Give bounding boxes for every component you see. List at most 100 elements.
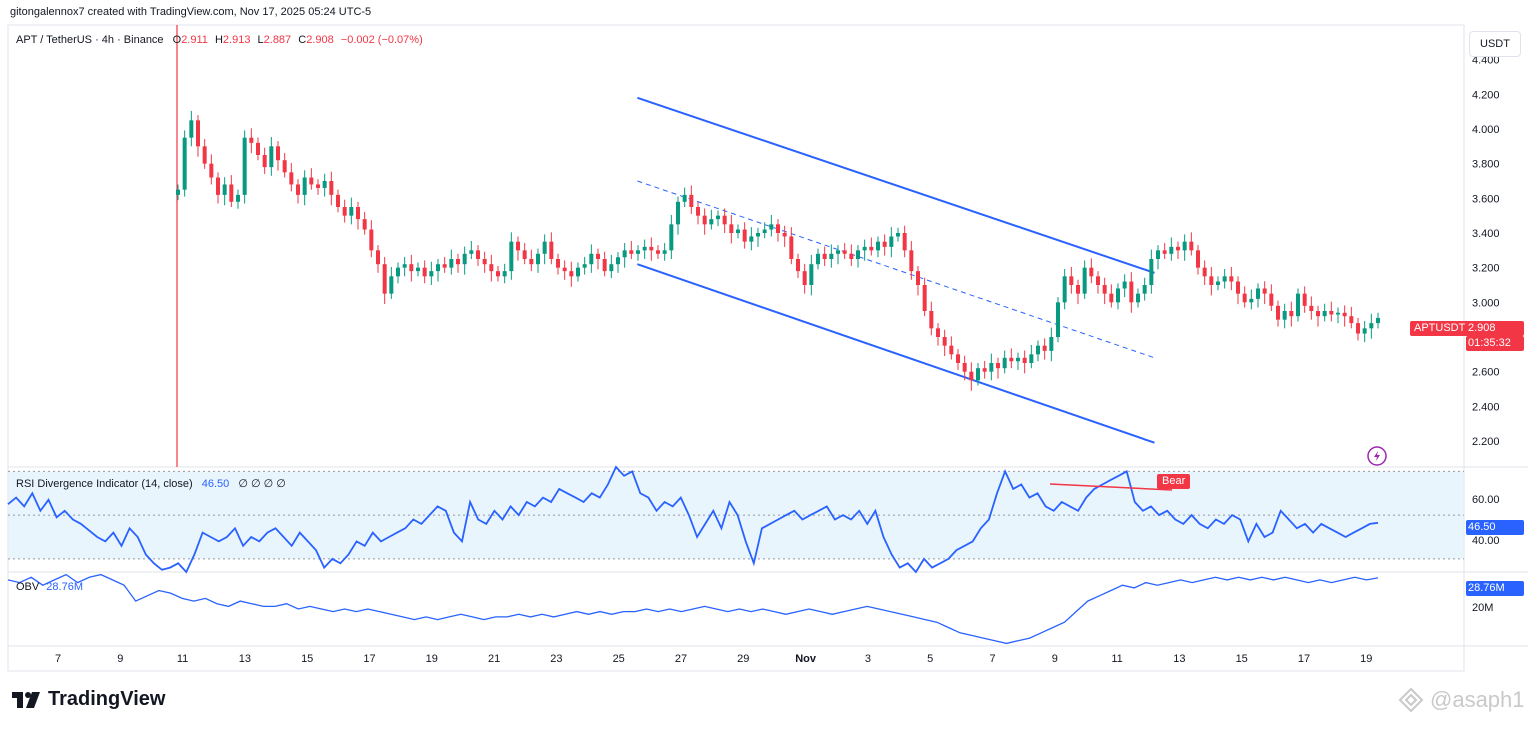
header-credit: gitongalennox7 created with TradingView.… — [10, 6, 372, 18]
rsi-value: 46.50 — [201, 478, 230, 490]
candle-body — [862, 246, 867, 251]
alert-flash-icon — [1367, 446, 1387, 466]
candle-body — [536, 253, 540, 265]
candle-body — [1049, 337, 1054, 351]
candle-body — [1182, 241, 1187, 251]
candle-body — [1016, 357, 1020, 362]
candle-body — [1096, 276, 1100, 285]
symbol-legend[interactable]: APT / TetherUS · 4h · Binance O2.911 H2.… — [16, 34, 423, 46]
time-tick-label: 11 — [1111, 653, 1122, 665]
candle-body — [1056, 302, 1060, 337]
candle-body — [1002, 357, 1007, 369]
price-tick-label: 3.800 — [1472, 159, 1500, 171]
candle-body — [582, 264, 587, 268]
price-tick-label: 4.400 — [1472, 55, 1500, 67]
high-label: H — [214, 34, 223, 46]
candle-body — [256, 142, 260, 155]
candle-body — [1082, 267, 1087, 294]
rsi-band — [8, 471, 1464, 559]
candle-body — [482, 259, 487, 265]
open-value: 2.911 — [181, 34, 208, 46]
candle-body — [1062, 276, 1067, 303]
candle-body — [789, 236, 794, 259]
price-tick-label: 3.200 — [1472, 263, 1500, 275]
channel-upper-line — [637, 96, 1155, 274]
candle-body — [302, 177, 307, 195]
candle-body — [496, 271, 500, 277]
candle-body — [562, 267, 567, 272]
candle-body — [916, 271, 920, 285]
candle-body — [1129, 281, 1134, 303]
obv-legend[interactable]: OBV 28.76M — [16, 581, 83, 593]
diamond-icon — [1398, 687, 1424, 713]
candle-body — [729, 224, 734, 233]
candle-body — [1122, 281, 1127, 289]
candle-body — [1109, 293, 1114, 303]
time-tick-label: 13 — [1173, 653, 1185, 665]
candle-body — [709, 219, 714, 225]
candle-body — [929, 311, 934, 329]
candle-body — [602, 259, 607, 272]
tradingview-logo-text: TradingView — [48, 688, 166, 710]
symbol-name[interactable]: APT / TetherUS · 4h · Binance — [16, 34, 164, 46]
candle-body — [1116, 288, 1120, 303]
time-tick-label: 7 — [55, 653, 61, 665]
candle-body — [742, 229, 747, 242]
channel-lower-line — [637, 263, 1155, 444]
candle-body — [722, 215, 727, 225]
candle-body — [216, 177, 220, 195]
candle-body — [1069, 276, 1074, 285]
candle-body — [589, 253, 594, 265]
candle-body — [509, 241, 514, 272]
candle-body — [876, 241, 880, 251]
tradingview-logo[interactable]: TradingView — [12, 688, 165, 711]
obv-value-tag: 28.76M — [1466, 581, 1524, 596]
countdown-tag: 01:35:32 — [1466, 336, 1524, 351]
candle-body — [1289, 311, 1294, 317]
candle-body — [609, 264, 614, 272]
candle-body — [756, 233, 760, 237]
candle-body — [1356, 323, 1360, 334]
candle-body — [502, 271, 507, 277]
candle-body — [382, 264, 387, 294]
candle-body — [1336, 312, 1340, 315]
rsi-legend[interactable]: RSI Divergence Indicator (14, close) 46.… — [16, 477, 286, 490]
tradingview-logo-icon — [12, 691, 40, 708]
candle-body — [696, 207, 700, 216]
price-tick-label: 2.200 — [1472, 436, 1500, 448]
candle-body — [656, 250, 660, 254]
price-tick-label: 2.600 — [1472, 367, 1500, 379]
candle-body — [1196, 250, 1200, 268]
time-tick-label: 17 — [363, 653, 375, 665]
chart-frame — [7, 24, 1465, 672]
candle-body — [936, 328, 940, 337]
candle-body — [269, 146, 274, 168]
candle-body — [682, 194, 687, 202]
candle-body — [516, 241, 520, 251]
close-value: 2.908 — [306, 34, 334, 46]
candle-body — [962, 363, 967, 372]
candle-body — [649, 246, 654, 251]
candle-body — [242, 137, 247, 195]
bear-divergence-label: Bear — [1157, 474, 1191, 489]
candle-body — [1022, 357, 1027, 363]
candle-body — [362, 219, 367, 230]
candle-body — [1376, 317, 1380, 324]
candle-body — [569, 271, 574, 277]
candle-body — [1342, 312, 1347, 317]
candle-body — [942, 337, 947, 346]
watermark: @asaph1 — [1398, 687, 1525, 713]
channel-drawing — [637, 96, 1155, 444]
candle-body — [556, 259, 560, 268]
price-tick-label: 3.000 — [1472, 297, 1500, 309]
candle-body — [1349, 316, 1354, 324]
candle-body — [389, 276, 394, 294]
candle-body — [229, 184, 234, 202]
high-value: 2.913 — [222, 34, 251, 46]
currency-button[interactable]: USDT — [1469, 31, 1521, 57]
candle-body — [1209, 276, 1214, 285]
candle-body — [329, 181, 334, 195]
candle-body — [622, 250, 627, 258]
candle-body — [1322, 311, 1327, 317]
